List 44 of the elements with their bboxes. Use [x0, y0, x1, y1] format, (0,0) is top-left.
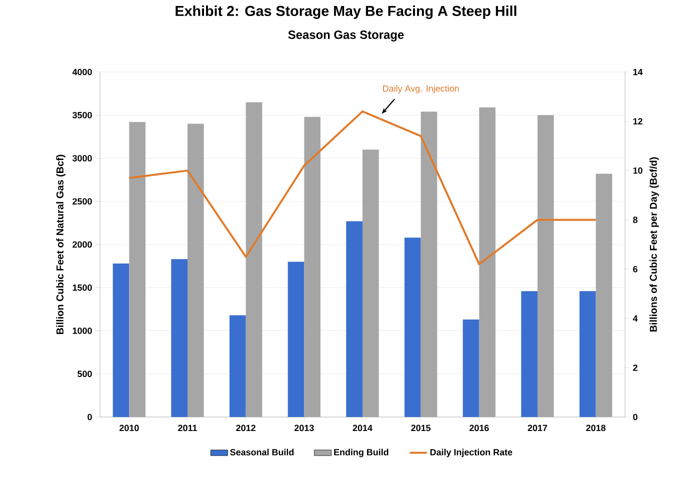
y2-tick-label: 12: [633, 118, 642, 124]
y2-tick-label: 14: [633, 68, 643, 76]
legend-label: Seasonal Build: [230, 448, 294, 456]
line-series: [128, 110, 597, 266]
chart-subtitle: Season Gas Storage: [288, 30, 404, 42]
bar: [404, 238, 421, 417]
y2-axis-title: Billions of Cubic Feet per Day (Bcf/d): [650, 157, 659, 332]
y2-tick-label: 4: [632, 315, 638, 322]
y-tick-label: 3500: [72, 112, 92, 118]
y2-tick-label: 8: [633, 216, 638, 224]
x-tick-label: 2013: [294, 424, 314, 432]
y-tick-label: 1500: [72, 284, 92, 291]
x-tick-label: 2014: [352, 424, 372, 432]
bar: [171, 259, 188, 417]
bar: [230, 315, 246, 417]
x-tick-label: 2012: [236, 424, 256, 432]
bar: [346, 221, 362, 417]
chart-title: Exhibit 2: Gas Storage May Be Facing A Steep Hill: [176, 6, 516, 19]
x-tick-label: 2016: [470, 424, 489, 432]
y-tick-label: 2500: [72, 198, 92, 205]
y-tick-label: 3000: [72, 155, 92, 162]
bar: [288, 262, 304, 417]
x-tick-label: 2017: [528, 424, 548, 432]
y2-tick-label: 2: [633, 364, 638, 371]
bar: [580, 291, 596, 417]
y-tick-label: 500: [78, 370, 92, 378]
bar: [112, 263, 130, 417]
bar: [521, 291, 538, 417]
x-tick-label: 2011: [178, 424, 197, 432]
y2-tick-label: 6: [633, 266, 638, 272]
y2-tick-label: 0: [633, 414, 638, 420]
y-tick-label: 4000: [72, 68, 92, 76]
y-tick-label: 1000: [72, 328, 92, 334]
x-tick-label: 2018: [586, 424, 606, 432]
y-tick-label: 0: [88, 414, 92, 420]
legend-label: Ending Build: [334, 448, 388, 458]
y-axis-title: Billion Cubic Feet of Natural Gas (Bcf): [56, 154, 66, 334]
annotation: Daily Avg. Injection: [383, 85, 459, 94]
legend-label: Daily Injection Rate: [430, 448, 512, 458]
y2-tick-label: 10: [633, 167, 642, 174]
x-tick-label: 2015: [411, 424, 431, 432]
bar: [462, 320, 480, 417]
y-tick-label: 2000: [72, 241, 92, 248]
x-tick-label: 2010: [120, 424, 139, 432]
